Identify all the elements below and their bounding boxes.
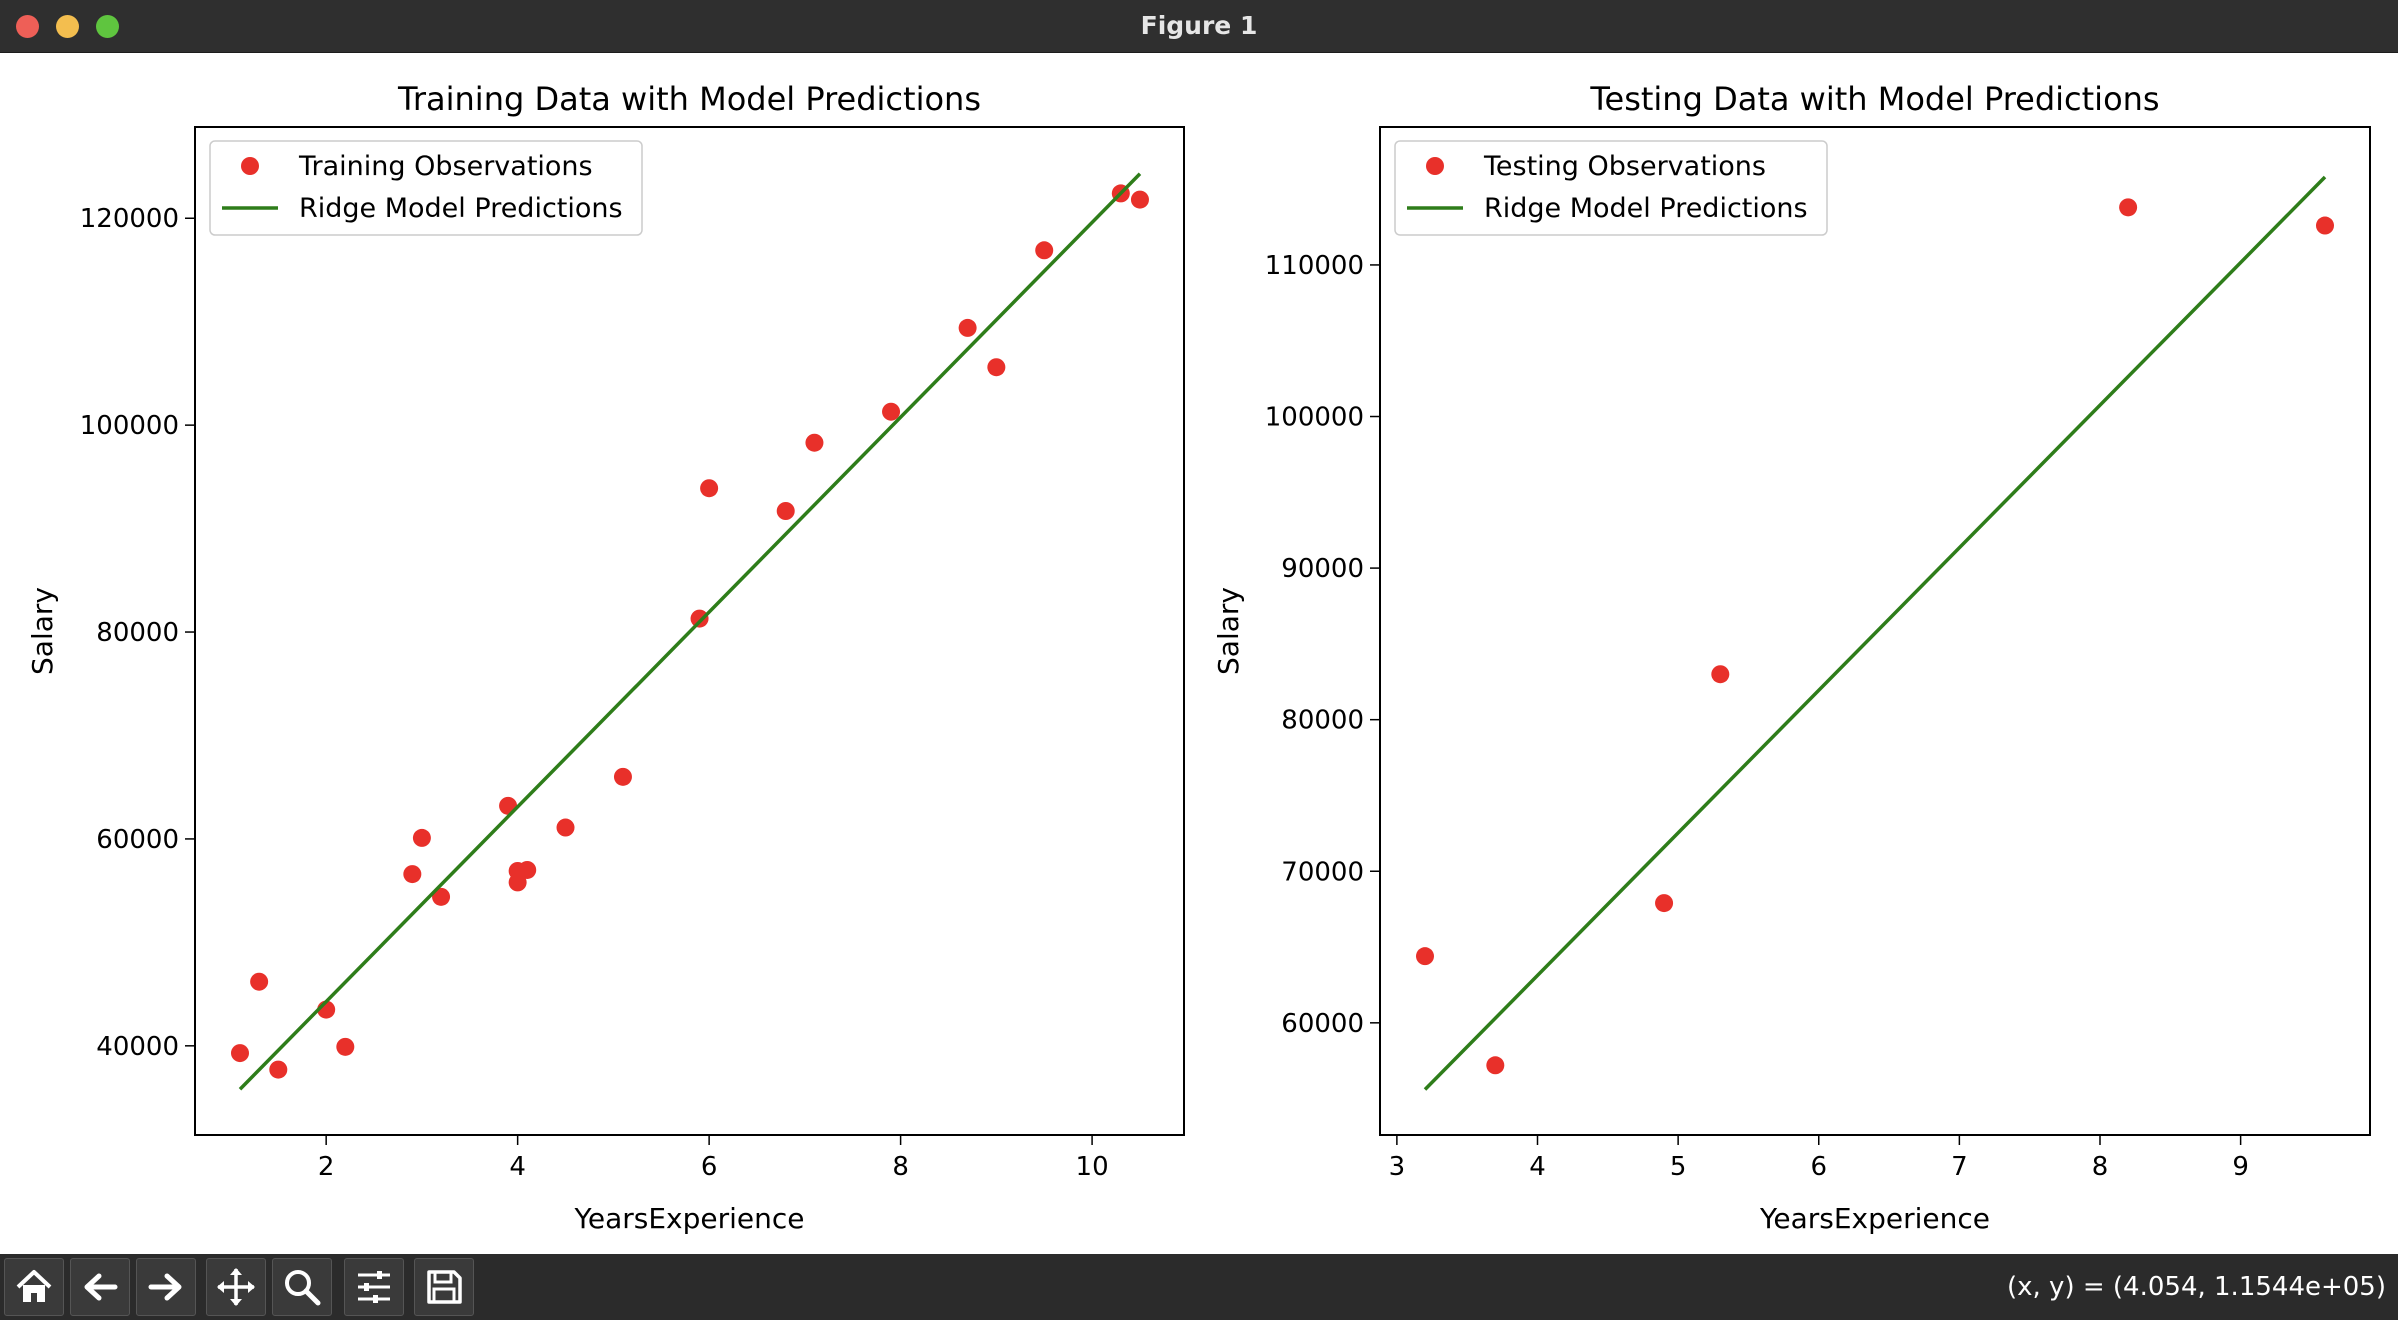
data-point xyxy=(1655,894,1674,913)
data-point xyxy=(1416,947,1434,966)
x-tick-label: 4 xyxy=(1529,1152,1546,1182)
y-tick-label: 60000 xyxy=(96,825,179,855)
data-point xyxy=(882,402,901,421)
figure-canvas[interactable]: Training Data with Model Predictions 2 4 6 8… xyxy=(0,52,2398,1254)
forward-arrow-icon xyxy=(148,1273,182,1301)
x-tick-label: 10 xyxy=(1076,1152,1109,1182)
legend-marker xyxy=(241,157,259,175)
window-title: Figure 1 xyxy=(1140,11,1258,40)
data-point xyxy=(412,828,431,847)
data-point xyxy=(1486,1056,1505,1075)
axes-frame xyxy=(194,126,1185,1136)
data-point xyxy=(269,1060,288,1079)
legend: Training Observations Ridge Model Predict… xyxy=(209,140,643,236)
legend-label: Testing Observations xyxy=(1483,151,1766,182)
y-tick-label: 90000 xyxy=(1281,554,1364,584)
y-tick-label: 80000 xyxy=(96,618,179,648)
navigation-toolbar: (x, y) = (4.054, 1.1544e+05) xyxy=(0,1254,2398,1320)
title-bar: Figure 1 xyxy=(0,0,2398,53)
legend-box xyxy=(1394,140,1828,236)
minimize-window-button[interactable] xyxy=(56,15,79,38)
data-point xyxy=(690,609,709,628)
x-tick-label: 7 xyxy=(1951,1152,1968,1182)
x-axis-label: YearsExperience xyxy=(1759,1202,1990,1235)
y-tick-label: 110000 xyxy=(1265,251,1364,281)
x-axis-label: YearsExperience xyxy=(573,1202,804,1235)
y-tick-label: 60000 xyxy=(1281,1009,1364,1039)
x-tick-label: 2 xyxy=(318,1152,335,1182)
x-tick-label: 5 xyxy=(1670,1152,1687,1182)
data-point xyxy=(403,865,422,884)
close-window-button[interactable] xyxy=(16,15,39,38)
save-icon xyxy=(427,1270,462,1304)
data-point xyxy=(700,479,719,498)
y-axis-label: Salary xyxy=(26,587,59,675)
chart-title: Testing Data with Model Predictions xyxy=(1589,80,2159,118)
data-point xyxy=(518,860,537,879)
legend: Testing Observations Ridge Model Predicti… xyxy=(1394,140,1828,236)
save-button[interactable] xyxy=(414,1258,474,1316)
configure-subplots-icon xyxy=(358,1271,390,1303)
legend-marker xyxy=(1426,157,1444,175)
data-point xyxy=(2119,198,2138,217)
data-point xyxy=(336,1037,355,1056)
ridge-prediction-line xyxy=(1423,175,2327,1091)
pan-icon xyxy=(217,1268,255,1306)
data-point xyxy=(250,972,269,991)
y-tick-label: 70000 xyxy=(1281,857,1364,887)
axes-frame xyxy=(1379,126,2371,1136)
configure-subplots-button[interactable] xyxy=(344,1258,404,1316)
data-point xyxy=(432,887,451,906)
cursor-coordinates: (x, y) = (4.054, 1.1544e+05) xyxy=(2007,1272,2386,1302)
zoom-icon xyxy=(285,1270,321,1306)
legend-label: Training Observations xyxy=(298,151,593,182)
subplot-2: Testing Data with Model Predictions 3 4 5 6 7… xyxy=(1212,80,2371,1235)
legend-label: Ridge Model Predictions xyxy=(1484,193,1808,224)
home-button[interactable] xyxy=(4,1258,64,1316)
y-axis-label: Salary xyxy=(1212,587,1245,675)
data-point xyxy=(987,358,1006,377)
data-point xyxy=(556,818,575,837)
data-point xyxy=(805,433,824,452)
data-point xyxy=(1130,190,1149,209)
data-point xyxy=(958,318,977,337)
y-tick-label: 100000 xyxy=(1265,403,1364,433)
data-point xyxy=(1035,241,1054,260)
x-tick-label: 3 xyxy=(1389,1152,1406,1182)
data-point xyxy=(2316,216,2334,235)
legend-box xyxy=(209,140,643,236)
y-tick-label: 80000 xyxy=(1281,706,1364,736)
data-point xyxy=(230,1044,249,1063)
y-tick-label: 120000 xyxy=(80,204,179,234)
zoom-window-button[interactable] xyxy=(96,15,119,38)
data-point xyxy=(613,767,632,786)
back-arrow-icon xyxy=(84,1273,118,1301)
chart-title: Training Data with Model Predictions xyxy=(397,80,981,118)
x-tick-label: 9 xyxy=(2232,1152,2249,1182)
home-icon xyxy=(16,1270,52,1302)
zoom-button[interactable] xyxy=(272,1258,332,1316)
subplot-1: Training Data with Model Predictions 2 4 6 8… xyxy=(26,80,1185,1235)
back-button[interactable] xyxy=(70,1258,130,1316)
forward-button[interactable] xyxy=(136,1258,196,1316)
x-tick-label: 6 xyxy=(701,1152,718,1182)
x-tick-label: 8 xyxy=(2092,1152,2109,1182)
pan-button[interactable] xyxy=(206,1258,266,1316)
x-tick-label: 8 xyxy=(892,1152,909,1182)
ridge-prediction-line xyxy=(238,172,1142,1091)
x-tick-label: 6 xyxy=(1810,1152,1827,1182)
y-tick-label: 100000 xyxy=(80,411,179,441)
x-tick-label: 4 xyxy=(509,1152,526,1182)
data-point xyxy=(1711,665,1730,684)
data-point xyxy=(776,502,795,520)
y-tick-label: 40000 xyxy=(96,1032,179,1062)
legend-label: Ridge Model Predictions xyxy=(299,193,623,224)
